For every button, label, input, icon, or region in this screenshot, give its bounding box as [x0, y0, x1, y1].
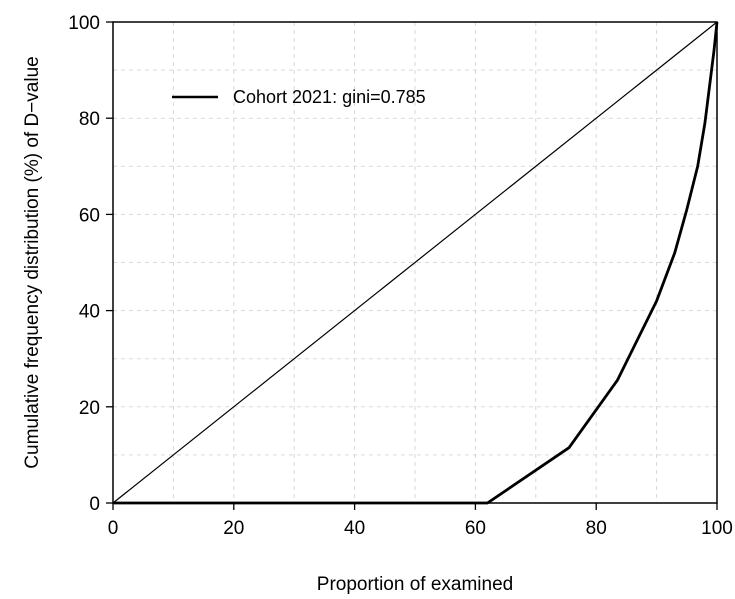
x-tick-label: 100: [701, 518, 733, 539]
legend: Cohort 2021: gini=0.785: [172, 87, 426, 107]
x-axis-title: Proportion of examined: [317, 574, 513, 595]
y-tick-label: 0: [89, 494, 100, 515]
y-tick-label: 80: [79, 109, 100, 130]
x-axis-ticks: 0 20 40 60 80 100: [108, 503, 733, 539]
y-tick-label: 40: [79, 302, 100, 323]
y-axis-ticks: 0 20 40 60 80 100: [68, 13, 113, 515]
plot-frame: [112, 21, 718, 504]
series-line-equality: [112, 21, 718, 504]
legend-label: Cohort 2021: gini=0.785: [233, 87, 426, 107]
x-tick-label: 40: [344, 518, 365, 539]
y-axis-title: Cumulative frequency distribution (%) of…: [22, 56, 43, 468]
y-tick-label: 60: [79, 205, 100, 226]
y-tick-label: 20: [79, 398, 100, 419]
x-tick-label: 80: [586, 518, 607, 539]
y-tick-label: 100: [68, 13, 100, 34]
series-line-cohort-2021: [113, 21, 719, 505]
x-tick-label: 0: [108, 518, 119, 539]
series-layer: [112, 21, 719, 505]
x-tick-label: 20: [223, 518, 244, 539]
x-tick-label: 60: [465, 518, 486, 539]
